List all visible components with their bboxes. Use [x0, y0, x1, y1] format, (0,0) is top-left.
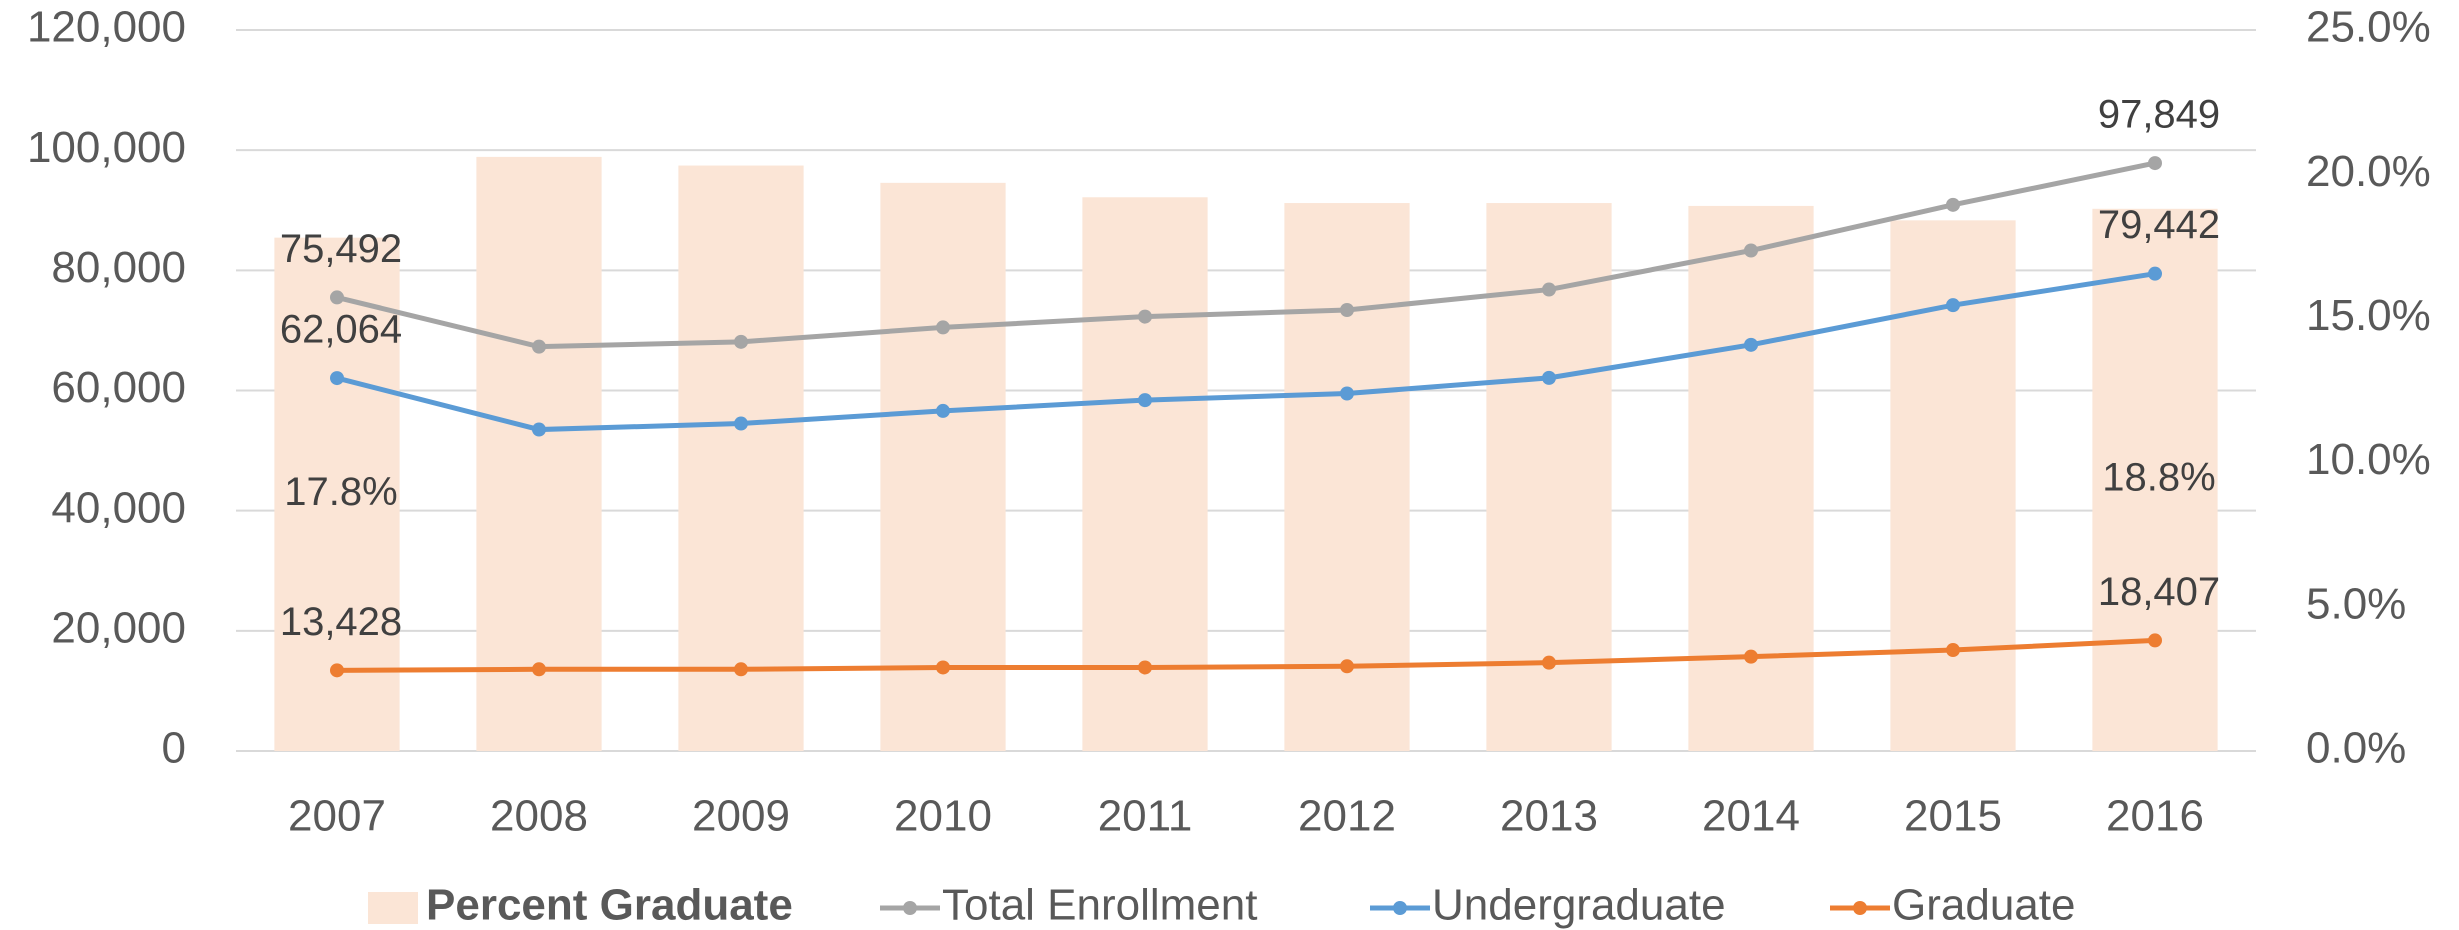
legend-label: Graduate — [1892, 881, 2075, 930]
x-tick-label: 2012 — [1298, 792, 1396, 841]
point — [1340, 386, 1354, 401]
point — [734, 334, 748, 349]
x-tick-label: 2008 — [490, 792, 588, 841]
bar — [1688, 205, 1814, 751]
line — [336, 637, 2156, 673]
point — [1946, 298, 1960, 313]
x-tick-label: 2010 — [894, 792, 992, 841]
legend-swatch — [368, 892, 418, 924]
x-tick-label: 2013 — [1500, 792, 1598, 841]
point — [1946, 197, 1960, 212]
point — [1340, 659, 1354, 674]
point — [1542, 370, 1556, 385]
data-label: 18.8% — [2102, 455, 2215, 499]
bar — [476, 156, 602, 751]
point — [1138, 393, 1152, 408]
bar — [2092, 208, 2218, 752]
data-label: 18,407 — [2098, 570, 2220, 614]
point — [936, 320, 950, 335]
point — [532, 422, 546, 437]
point — [330, 290, 344, 305]
point — [1542, 655, 1556, 670]
y-tick-label: 20,000 — [51, 603, 186, 652]
point — [1340, 302, 1354, 317]
point — [1138, 660, 1152, 675]
y2-tick-label: 5.0% — [2306, 579, 2406, 628]
y-tick-label: 40,000 — [51, 483, 186, 532]
point — [1744, 649, 1758, 664]
point — [330, 663, 344, 678]
data-label: 62,064 — [280, 308, 402, 352]
x-tick-label: 2014 — [1702, 792, 1800, 841]
point — [1542, 282, 1556, 297]
point — [2148, 633, 2162, 648]
legend-point — [1853, 901, 1867, 915]
legend-label: Undergraduate — [1432, 881, 1726, 930]
data-label: 97,849 — [2098, 93, 2220, 137]
bar — [880, 182, 1006, 752]
point — [734, 416, 748, 431]
point — [1138, 309, 1152, 324]
y-tick-label: 100,000 — [27, 123, 186, 172]
legend-label: Percent Graduate — [426, 881, 793, 930]
data-label: 79,442 — [2098, 203, 2220, 247]
x-tick-label: 2011 — [1098, 792, 1193, 841]
y2-tick-label: 15.0% — [2306, 291, 2431, 340]
y-tick-label: 80,000 — [51, 243, 186, 292]
point — [330, 371, 344, 386]
point — [1744, 337, 1758, 352]
point — [1946, 643, 1960, 658]
legend-label: Total Enrollment — [942, 881, 1257, 930]
x-tick-label: 2016 — [2106, 792, 2204, 841]
legend-point — [1393, 901, 1407, 915]
data-label: 17.8% — [284, 470, 397, 514]
x-tick-label: 2015 — [1904, 792, 2002, 841]
point — [2148, 266, 2162, 281]
y2-tick-label: 0.0% — [2306, 724, 2406, 773]
x-tick-label: 2007 — [288, 792, 386, 841]
y2-tick-label: 25.0% — [2306, 3, 2431, 52]
bar — [1082, 197, 1208, 752]
y2-tick-label: 20.0% — [2306, 147, 2431, 196]
bar — [678, 165, 804, 752]
x-tick-label: 2009 — [692, 792, 790, 841]
point — [2148, 156, 2162, 171]
point — [532, 662, 546, 677]
line — [336, 271, 2156, 433]
y-tick-label: 120,000 — [27, 3, 186, 52]
point — [936, 660, 950, 675]
y2-tick-label: 10.0% — [2306, 435, 2431, 484]
data-label: 13,428 — [280, 600, 402, 644]
point — [936, 403, 950, 418]
y-tick-label: 0 — [162, 724, 186, 773]
point — [734, 662, 748, 677]
data-label: 75,492 — [280, 227, 402, 271]
legend-point — [903, 901, 917, 915]
point — [532, 339, 546, 354]
point — [1744, 243, 1758, 258]
line — [336, 160, 2156, 350]
y-tick-label: 60,000 — [51, 363, 186, 412]
